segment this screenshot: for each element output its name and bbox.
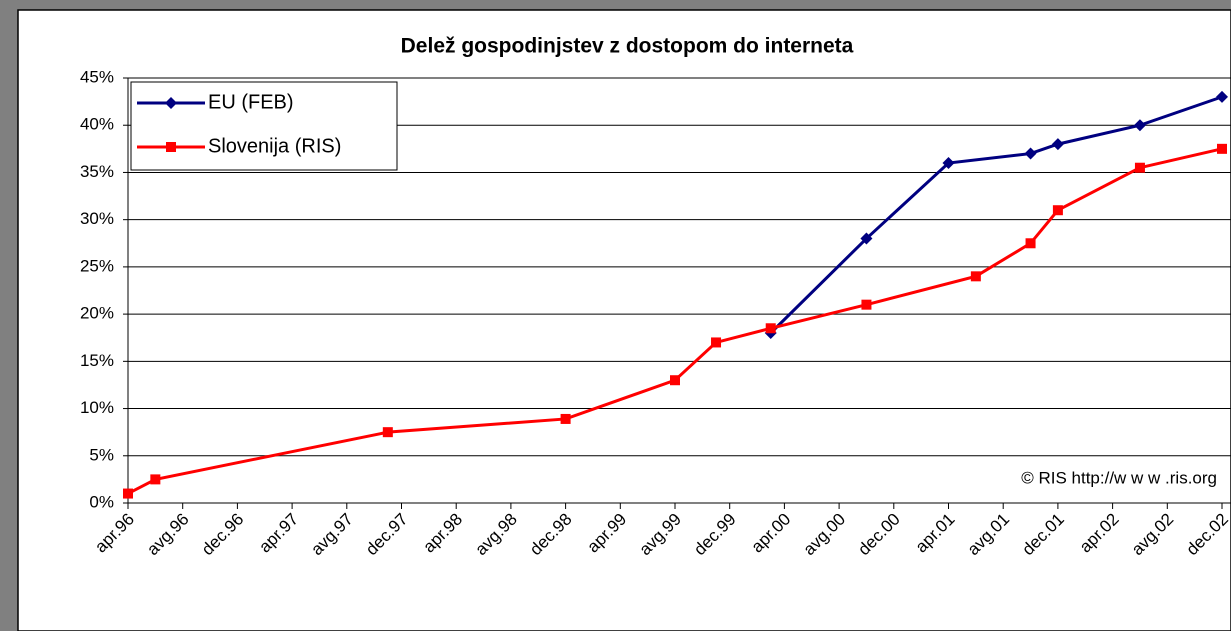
marker [165, 97, 177, 109]
marker [670, 375, 680, 386]
marker [860, 232, 873, 245]
y-tick-label: 5% [89, 445, 114, 464]
legend-label: EU (FEB) [208, 91, 294, 113]
y-tick-label: 40% [80, 115, 114, 134]
marker [1133, 119, 1146, 132]
annotation: © RIS http://w w w .ris.org [1021, 468, 1217, 487]
marker [765, 323, 776, 334]
marker [150, 474, 161, 485]
y-tick-label: 20% [80, 304, 114, 323]
marker [1216, 90, 1228, 103]
marker [1134, 162, 1145, 173]
y-tick-label: 25% [80, 256, 114, 275]
marker [166, 142, 176, 152]
marker [711, 337, 722, 348]
y-tick-label: 35% [80, 162, 114, 181]
marker [123, 488, 133, 499]
y-tick-label: 15% [80, 351, 114, 370]
marker [942, 157, 955, 169]
legend [130, 81, 398, 171]
marker [1217, 143, 1227, 154]
marker [382, 427, 393, 438]
legend-label: Slovenija (RIS) [208, 135, 341, 157]
y-tick-label: 10% [80, 398, 114, 417]
marker [861, 299, 872, 310]
marker [1025, 238, 1036, 249]
y-tick-label: 0% [89, 492, 114, 511]
y-tick-label: 30% [80, 209, 114, 228]
marker [1024, 147, 1037, 160]
marker [560, 413, 571, 424]
marker [1052, 205, 1063, 216]
chart-title: Delež gospodinjstev z dostopom do intern… [401, 35, 854, 58]
marker [970, 271, 981, 282]
y-tick-label: 45% [80, 67, 114, 86]
marker [1051, 138, 1064, 151]
